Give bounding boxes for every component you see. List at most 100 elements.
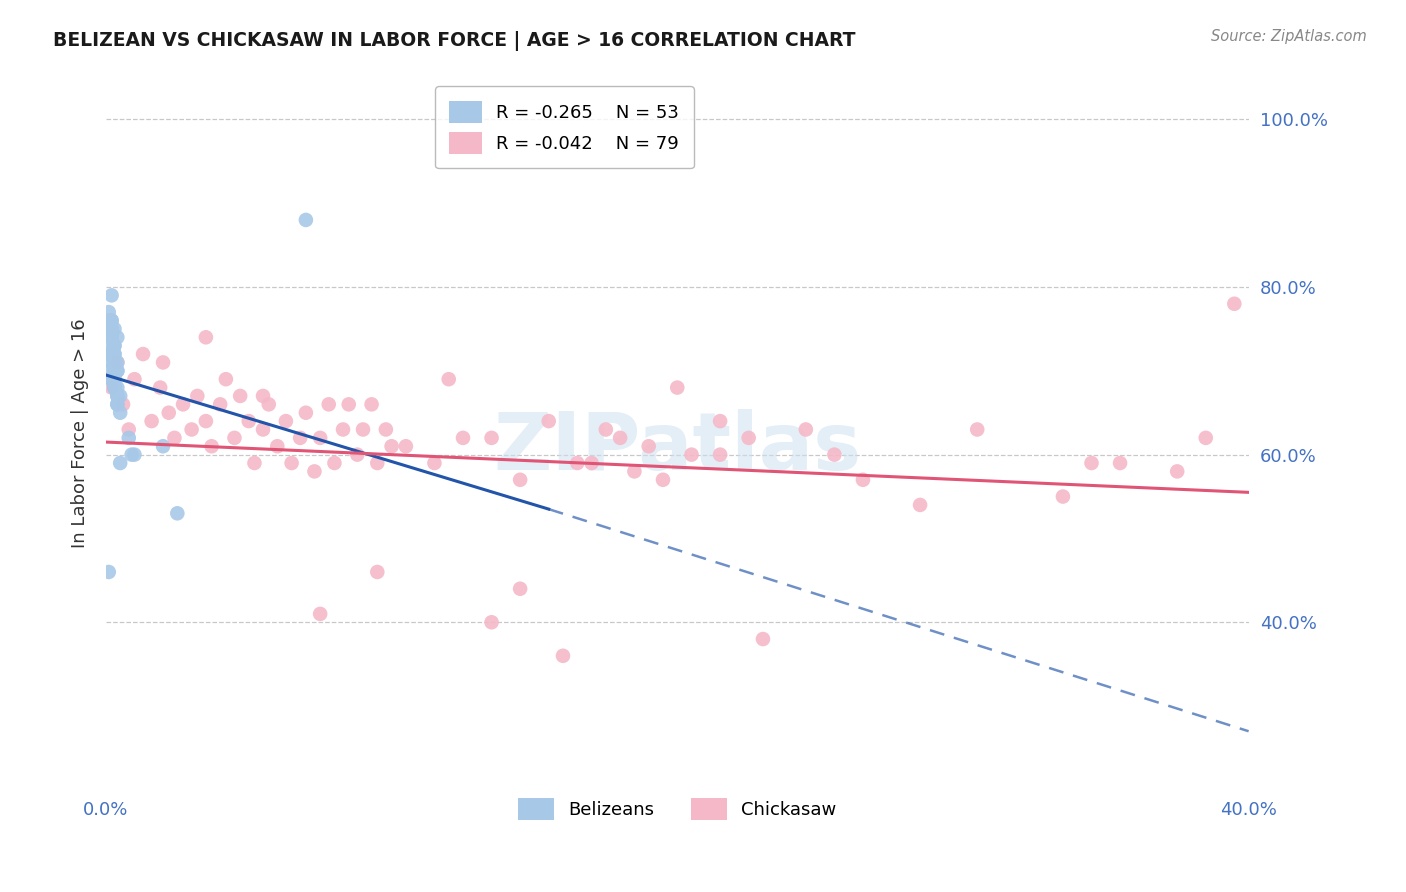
Point [105, 355, 128, 369]
Point [141, 414, 163, 428]
Point [274, 414, 297, 428]
Point [381, 439, 404, 453]
Point [132, 347, 155, 361]
Point [295, 406, 318, 420]
Point [1166, 464, 1188, 478]
Point [1223, 297, 1246, 311]
Point [852, 473, 875, 487]
Point [224, 431, 246, 445]
Point [194, 414, 217, 428]
Point [304, 464, 326, 478]
Point [595, 422, 617, 436]
Point [537, 414, 560, 428]
Point [124, 372, 146, 386]
Point [437, 372, 460, 386]
Point [105, 364, 128, 378]
Point [180, 422, 202, 436]
Point [374, 422, 396, 436]
Point [166, 506, 188, 520]
Text: ZIPatlas: ZIPatlas [494, 409, 862, 487]
Point [103, 355, 125, 369]
Point [112, 397, 135, 411]
Point [118, 422, 141, 436]
Legend: Belizeans, Chickasaw: Belizeans, Chickasaw [503, 783, 851, 834]
Point [737, 431, 759, 445]
Point [309, 431, 332, 445]
Point [1195, 431, 1218, 445]
Point [103, 347, 125, 361]
Point [103, 381, 125, 395]
Point [332, 422, 354, 436]
Point [423, 456, 446, 470]
Point [1052, 490, 1074, 504]
Point [346, 448, 368, 462]
Point [105, 389, 128, 403]
Point [295, 213, 318, 227]
Point [823, 448, 845, 462]
Point [509, 582, 531, 596]
Point [100, 347, 122, 361]
Point [105, 389, 128, 403]
Point [103, 364, 125, 378]
Point [108, 389, 131, 403]
Point [323, 456, 346, 470]
Point [100, 347, 122, 361]
Point [105, 355, 128, 369]
Point [366, 456, 388, 470]
Point [105, 364, 128, 378]
Point [451, 431, 474, 445]
Point [395, 439, 418, 453]
Point [209, 397, 232, 411]
Point [103, 372, 125, 386]
Point [103, 372, 125, 386]
Point [257, 397, 280, 411]
Point [652, 473, 675, 487]
Point [581, 456, 603, 470]
Point [637, 439, 659, 453]
Point [103, 322, 125, 336]
Point [157, 406, 180, 420]
Point [238, 414, 260, 428]
Point [103, 339, 125, 353]
Point [509, 473, 531, 487]
Point [103, 381, 125, 395]
Point [100, 288, 122, 302]
Point [215, 372, 238, 386]
Point [481, 431, 503, 445]
Point [163, 431, 186, 445]
Point [794, 422, 817, 436]
Point [309, 607, 332, 621]
Point [201, 439, 224, 453]
Point [481, 615, 503, 630]
Point [105, 330, 128, 344]
Point [681, 448, 703, 462]
Point [243, 456, 266, 470]
Point [103, 339, 125, 353]
Point [609, 431, 631, 445]
Point [752, 632, 775, 646]
Point [108, 406, 131, 420]
Point [124, 448, 146, 462]
Point [172, 397, 194, 411]
Point [97, 364, 120, 378]
Point [105, 397, 128, 411]
Point [100, 313, 122, 327]
Point [100, 372, 122, 386]
Point [121, 448, 143, 462]
Point [366, 565, 388, 579]
Point [288, 431, 311, 445]
Point [352, 422, 374, 436]
Point [100, 313, 122, 327]
Point [97, 305, 120, 319]
Point [186, 389, 208, 403]
Point [567, 456, 589, 470]
Point [97, 313, 120, 327]
Point [103, 381, 125, 395]
Point [623, 464, 645, 478]
Point [1080, 456, 1102, 470]
Point [103, 355, 125, 369]
Point [1109, 456, 1132, 470]
Point [105, 397, 128, 411]
Point [118, 431, 141, 445]
Point [100, 322, 122, 336]
